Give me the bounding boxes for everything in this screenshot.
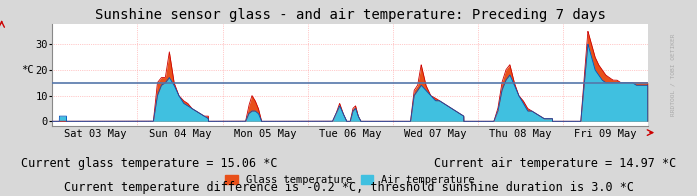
Text: RRDTOOL / TOBI OETIKER: RRDTOOL / TOBI OETIKER (670, 33, 675, 116)
Y-axis label: *C: *C (21, 65, 33, 75)
Text: Current glass temperature = 15.06 *C: Current glass temperature = 15.06 *C (21, 157, 277, 170)
Text: Current air temperature = 14.97 *C: Current air temperature = 14.97 *C (434, 157, 676, 170)
Title: Sunshine sensor glass - and air temperature: Preceding 7 days: Sunshine sensor glass - and air temperat… (95, 8, 606, 22)
Legend: Glass temperature, Air temperature: Glass temperature, Air temperature (225, 175, 475, 185)
Text: Current temperature difference is -0.2 *C, threshold sunshine duration is 3.0 *C: Current temperature difference is -0.2 *… (63, 181, 634, 194)
